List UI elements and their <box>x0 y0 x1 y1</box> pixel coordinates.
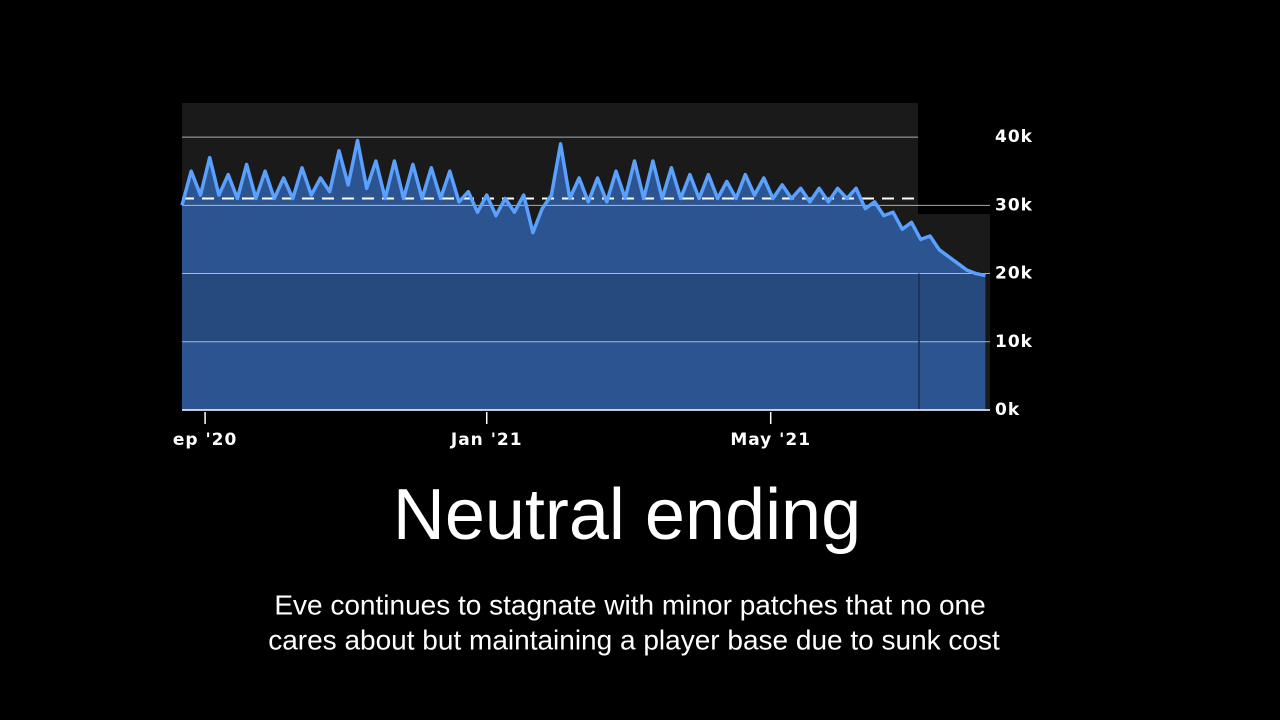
area <box>182 140 986 410</box>
y-tick-label: 10k <box>995 332 1033 352</box>
caption-line: Eve continues to stagnate with minor pat… <box>274 589 985 620</box>
x-tick-label: ep '20 <box>173 430 237 450</box>
y-tick-label: 30k <box>995 195 1033 215</box>
x-tick-label: May '21 <box>730 430 811 450</box>
slide-title: Neutral ending <box>393 475 861 555</box>
line <box>180 138 986 278</box>
x-tick-label: Jan '21 <box>450 430 523 450</box>
y-tick-label: 40k <box>995 127 1033 147</box>
plot: 0k 10k 20k 30k 40k ep '20 Jan '21 May '21 <box>173 127 1033 450</box>
caption-line: cares about but maintaining a player bas… <box>268 624 1000 655</box>
band-shade <box>182 273 990 342</box>
y-tick-label: 20k <box>995 264 1033 284</box>
y-tick-label: 0k <box>995 400 1020 420</box>
